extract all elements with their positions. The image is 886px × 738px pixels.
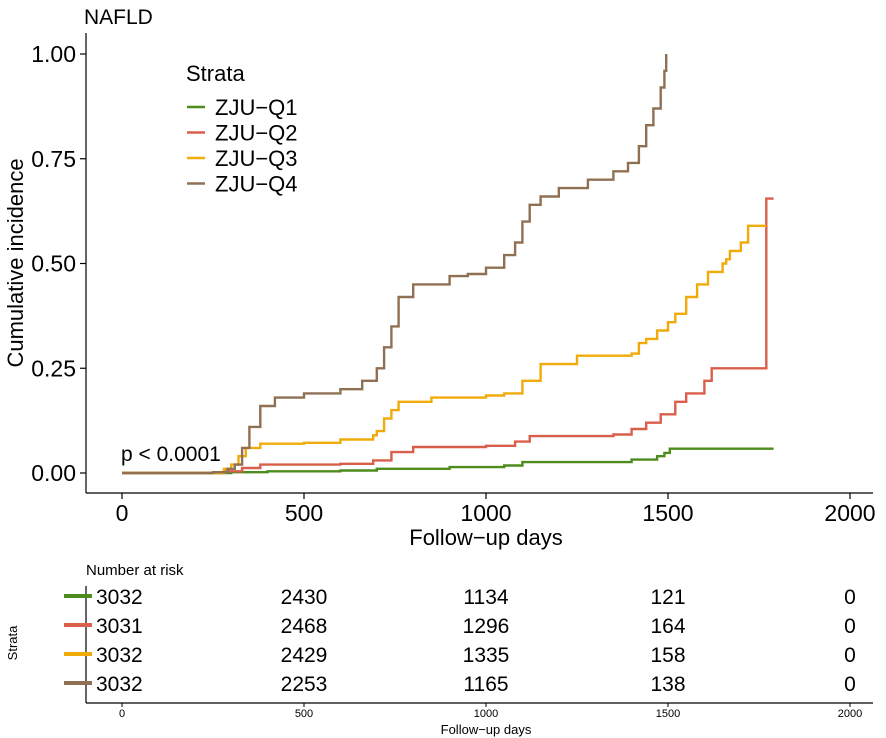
risk-count-cell: 2468: [281, 615, 328, 638]
risk-x-tick-label: 0: [119, 708, 125, 720]
risk-count-cell: 138: [650, 673, 685, 696]
risk-count-cell: 0: [844, 586, 856, 609]
risk-count-cell: 3032: [96, 644, 143, 667]
y-tick-label: 0.00: [31, 460, 76, 486]
risk-count-cell: 2253: [281, 673, 328, 696]
x-tick-label: 1500: [642, 500, 693, 526]
x-tick-label: 2000: [824, 500, 875, 526]
risk-count-cell: 3031: [96, 615, 143, 638]
main-plot-series: [122, 54, 774, 475]
legend-entry: ZJU−Q2: [215, 121, 298, 146]
risk-count-cell: 1134: [463, 586, 508, 609]
legend-entry: ZJU−Q1: [215, 95, 298, 120]
risk-count-cell: 2430: [281, 586, 328, 609]
risk-count-cell: 3032: [96, 673, 143, 696]
risk-table-title: Number at risk: [86, 562, 184, 579]
risk-count-cell: 0: [844, 673, 856, 696]
y-tick-label: 1.00: [31, 41, 76, 67]
legend-entry: ZJU−Q3: [215, 146, 298, 171]
risk-count-cell: 164: [650, 615, 685, 638]
risk-x-tick-label: 500: [295, 708, 313, 720]
y-tick-label: 0.25: [31, 355, 76, 381]
series-line-3: [122, 224, 767, 475]
chart-title: NAFLD: [84, 6, 153, 29]
risk-count-cell: 121: [650, 586, 685, 609]
risk-count-cell: 0: [844, 615, 856, 638]
x-tick-label: 0: [116, 500, 129, 526]
risk-count-cell: 1296: [463, 615, 510, 638]
legend-title: Strata: [186, 61, 245, 86]
x-tick-label: 500: [285, 500, 323, 526]
p-value-annotation: p < 0.0001: [121, 443, 221, 466]
y-tick-label: 0.50: [31, 251, 76, 277]
risk-count-cell: 158: [650, 644, 685, 667]
series-line-4: [122, 54, 668, 475]
y-axis-label: Cumulative incidence: [3, 158, 28, 367]
x-axis-label: Follow−up days: [409, 525, 562, 550]
risk-count-cell: 2429: [281, 644, 328, 667]
risk-count-cell: 3032: [96, 586, 143, 609]
y-tick-label: 0.75: [31, 146, 76, 172]
risk-table-strata-label: Strata: [5, 625, 20, 660]
series-line-1: [122, 447, 774, 475]
series-line-2: [122, 197, 774, 475]
risk-x-tick-label: 1000: [474, 708, 498, 720]
risk-x-tick-label: 1500: [656, 708, 680, 720]
risk-count-cell: 1165: [463, 673, 508, 696]
risk-count-cell: 1335: [463, 644, 510, 667]
risk-table-x-axis-label: Follow−up days: [441, 722, 532, 737]
x-tick-label: 1000: [460, 500, 511, 526]
main-plot-axes: 0.00 0.25 0.50 0.75 1.00 0 500 1000 1500 2000: [31, 33, 876, 526]
legend-entry: ZJU−Q4: [215, 172, 298, 197]
risk-count-cell: 0: [844, 644, 856, 667]
risk-x-tick-label: 2000: [838, 708, 862, 720]
risk-table-rows: 3032 2430 1134 121 0 3031 2468 1296 164 0 3032 2429…: [64, 586, 856, 696]
